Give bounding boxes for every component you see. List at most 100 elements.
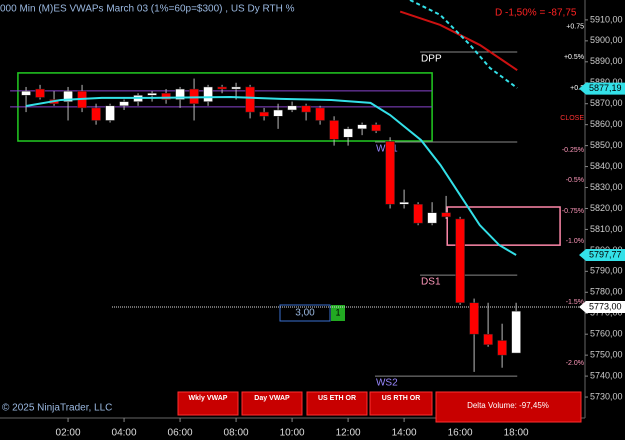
candle-body <box>63 90 73 102</box>
price-marker <box>579 249 625 262</box>
candle-body <box>231 86 241 90</box>
candle-body <box>371 124 381 132</box>
y-tick-label: 5840,00 <box>590 161 623 171</box>
x-tick-label: 18:00 <box>504 428 529 439</box>
candle-body <box>203 86 213 102</box>
candle-body <box>343 128 353 138</box>
candle-body <box>315 107 325 121</box>
toolbar-button[interactable] <box>241 391 303 416</box>
overlay-line <box>409 0 518 89</box>
price-marker <box>579 300 625 313</box>
level-label: DS1 <box>421 277 441 288</box>
zone <box>446 206 561 246</box>
y-tick-label: 5880,00 <box>590 77 623 87</box>
x-tick-label: 08:00 <box>224 428 249 439</box>
percent-label: +0.2 <box>570 85 584 92</box>
price-axis-bg <box>586 0 625 418</box>
toolbar-button[interactable] <box>306 391 368 416</box>
candle-body <box>105 105 115 121</box>
candle-body <box>469 302 479 335</box>
candle-body <box>161 92 171 100</box>
candle-body <box>147 92 157 96</box>
price-marker <box>579 82 625 95</box>
overlay-line <box>25 96 517 256</box>
x-tick-label: 12:00 <box>336 428 361 439</box>
order-count[interactable]: 1 <box>335 307 340 317</box>
chart-title: 000 Min (M)ES VWAPs March 03 (1%=60p=$30… <box>0 4 295 15</box>
y-tick-label: 5790,00 <box>590 266 623 276</box>
percent-label: -1.0% <box>566 238 584 245</box>
daily-change: D -1,50% = -87,75 <box>495 8 577 19</box>
y-tick-label: 5730,00 <box>590 391 623 401</box>
y-tick-label: 5850,00 <box>590 140 623 150</box>
price-marker-label: 5877,19 <box>589 83 622 93</box>
y-tick-label: 5910,00 <box>590 14 623 24</box>
order-quantity-box[interactable] <box>279 304 331 322</box>
candle-body <box>21 90 31 96</box>
percent-label: -0.5% <box>566 177 584 184</box>
candle-body <box>497 340 507 356</box>
candle-body <box>385 141 395 205</box>
price-marker-label: 5773,00 <box>589 301 622 311</box>
y-tick-label: 5780,00 <box>590 287 623 297</box>
y-tick-label: 5830,00 <box>590 182 623 192</box>
candle-body <box>329 120 339 140</box>
order-count-box[interactable] <box>331 305 345 321</box>
y-tick-label: 5740,00 <box>590 370 623 380</box>
percent-label: CLOSE <box>560 115 584 122</box>
y-tick-label: 5900,00 <box>590 35 623 45</box>
y-tick-label: 5820,00 <box>590 203 623 213</box>
candle-body <box>175 88 185 100</box>
candle-body <box>91 107 101 121</box>
y-tick-label: 5750,00 <box>590 350 623 360</box>
candle-body <box>301 105 311 113</box>
percent-label: +0.75 <box>566 24 584 31</box>
y-tick-label: 5890,00 <box>590 56 623 66</box>
copyright: © 2025 NinjaTrader, LLC <box>2 403 112 414</box>
candle-body <box>427 212 437 224</box>
y-tick-label: 5760,00 <box>590 329 623 339</box>
toolbar-button[interactable] <box>369 391 433 416</box>
x-tick-label: 10:00 <box>280 428 305 439</box>
x-tick-label: 14:00 <box>392 428 417 439</box>
candle-body <box>245 86 255 113</box>
percent-label: -0.25% <box>562 147 584 154</box>
percent-label: +0.5% <box>564 54 584 61</box>
level-label: WS2 <box>376 378 398 389</box>
percent-label: -0.75% <box>562 208 584 215</box>
candle-body <box>413 204 423 224</box>
toolbar-button-label[interactable]: US RTH OR <box>382 395 421 402</box>
order-quantity[interactable]: 3,00 <box>295 308 315 319</box>
candle-body <box>441 212 451 218</box>
x-tick-label: 06:00 <box>168 428 193 439</box>
candle-body <box>399 201 409 205</box>
price-marker-label: 5797,77 <box>589 249 622 259</box>
y-tick-label: 5870,00 <box>590 98 623 108</box>
candle-body <box>217 86 227 90</box>
candle-body <box>259 111 269 117</box>
percent-label: -1.5% <box>566 299 584 306</box>
candle-body <box>483 333 493 345</box>
candle-body <box>119 101 129 107</box>
percent-label: -2.0% <box>566 360 584 367</box>
level-label: DPP <box>421 54 442 65</box>
delta-volume: Delta Volume: -97,45% <box>467 401 549 410</box>
toolbar-button-label[interactable]: US ETH OR <box>318 395 356 402</box>
toolbar-button-label[interactable]: Wkly VWAP <box>189 395 228 402</box>
candle-body <box>357 124 367 130</box>
y-tick-label: 5860,00 <box>590 119 623 129</box>
y-tick-label: 5810,00 <box>590 224 623 234</box>
candle-body <box>455 218 465 304</box>
candle-body <box>287 105 297 111</box>
candle-body <box>511 310 521 354</box>
candle-body <box>273 109 283 117</box>
x-tick-label: 02:00 <box>56 428 81 439</box>
x-tick-label: 16:00 <box>448 428 473 439</box>
delta-volume-box <box>435 391 582 423</box>
toolbar-button-label[interactable]: Day VWAP <box>254 395 290 402</box>
x-tick-label: 04:00 <box>112 428 137 439</box>
candle-body <box>35 88 45 98</box>
overlay-line <box>399 10 518 72</box>
toolbar-button[interactable] <box>177 391 239 416</box>
